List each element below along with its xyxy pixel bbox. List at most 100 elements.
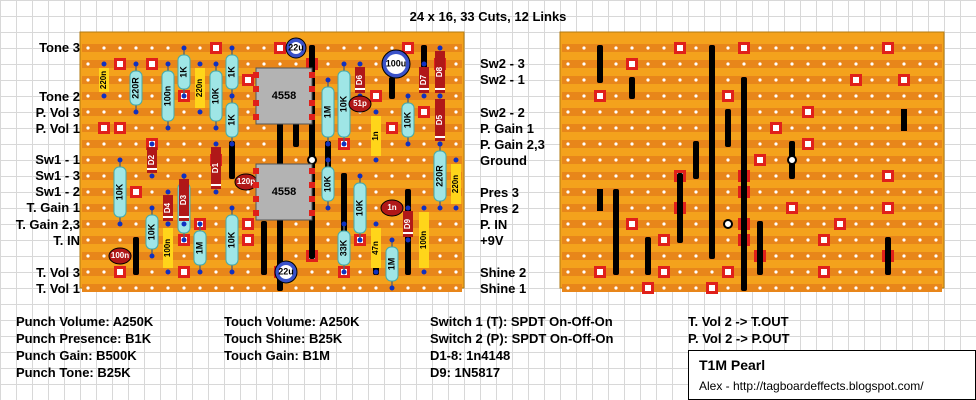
hole: [918, 62, 922, 66]
resistor-10k-6: [321, 166, 335, 202]
hole: [342, 46, 346, 50]
hole: [726, 254, 730, 258]
pot-punch-volume: Punch Volume: A250K: [16, 314, 154, 329]
diode-d1-band: [211, 184, 221, 186]
hole: [678, 62, 682, 66]
hole: [598, 174, 602, 178]
ic-4558-2-label: 4558: [272, 186, 296, 198]
cap-51p-1: [348, 95, 372, 113]
resistor-10k-2-pad: [117, 221, 123, 227]
hole: [454, 110, 458, 114]
hole: [630, 110, 634, 114]
hole: [438, 222, 442, 226]
hole: [326, 46, 330, 50]
hole: [678, 110, 682, 114]
diode-d3: [179, 179, 189, 221]
hole: [934, 222, 938, 226]
label-p-vol-1: P. Vol 1: [35, 121, 80, 136]
resistor-10k-1-pad: [213, 125, 219, 131]
diode-d4-pad: [165, 221, 171, 227]
hole: [918, 238, 922, 242]
hole: [694, 238, 698, 242]
hole: [390, 46, 394, 50]
hole: [806, 158, 810, 162]
hole: [934, 94, 938, 98]
diode-d5-pad: [437, 141, 443, 147]
cut-marker-inner: [821, 237, 827, 243]
hole: [774, 94, 778, 98]
hole: [870, 190, 874, 194]
hole: [822, 78, 826, 82]
hole: [790, 238, 794, 242]
hole: [662, 62, 666, 66]
hole: [806, 62, 810, 66]
component-side-strip: [82, 252, 462, 260]
hole: [630, 158, 634, 162]
hole: [646, 110, 650, 114]
cap-47n-1: [371, 228, 381, 268]
cut-marker-inner: [245, 77, 251, 83]
label-p-gain-2-3: P. Gain 2,3: [480, 137, 545, 152]
hole: [118, 142, 122, 146]
pot-punch-tone: Punch Tone: B25K: [16, 365, 131, 380]
hole: [870, 126, 874, 130]
hole: [918, 158, 922, 162]
hole: [582, 142, 586, 146]
hole: [854, 254, 858, 258]
hole: [838, 254, 842, 258]
hole: [614, 46, 618, 50]
cap-100n-1-pad: [165, 61, 171, 67]
hole: [822, 286, 826, 290]
hole: [822, 62, 826, 66]
hole: [598, 254, 602, 258]
hole: [662, 126, 666, 130]
hole: [662, 46, 666, 50]
cut-side-strip: [562, 268, 942, 276]
hole: [102, 174, 106, 178]
label-shine-1: Shine 1: [480, 281, 527, 296]
hole: [454, 254, 458, 258]
hole: [870, 78, 874, 82]
cut-marker-inner: [821, 269, 827, 275]
hole: [454, 286, 458, 290]
hole: [726, 174, 730, 178]
wire-link-reverse: [741, 77, 747, 291]
credit-text: Alex - http://tagboardeffects.blogspot.c…: [699, 379, 924, 393]
hole: [630, 254, 634, 258]
label-pres-3: Pres 3: [480, 185, 520, 200]
resistor-1k-3-label: 1K: [226, 114, 236, 126]
switch-2: Switch 2 (P): SPDT On-Off-On: [430, 331, 614, 346]
resistor-10k-3-label: 10K: [146, 223, 156, 240]
cut-marker-inner: [741, 45, 747, 51]
hole: [86, 222, 90, 226]
cap-220n-2-label: 220n: [195, 79, 204, 97]
resistor-10k-2-pad: [117, 157, 123, 163]
cap-22u-2-inner: [279, 265, 293, 279]
hole: [790, 286, 794, 290]
diode-d4-label: D4: [163, 202, 172, 213]
hole: [246, 270, 250, 274]
wire-link-reverse: [613, 189, 619, 275]
hole: [646, 126, 650, 130]
resistor-10k-7: [353, 182, 367, 234]
cut-marker-inner: [805, 141, 811, 147]
hole: [902, 190, 906, 194]
hole: [134, 206, 138, 210]
diode-d6-band: [355, 88, 365, 90]
hole: [838, 238, 842, 242]
hole: [694, 270, 698, 274]
resistor-1m-1-pad: [181, 237, 187, 243]
hole: [566, 286, 570, 290]
hole: [806, 270, 810, 274]
hole: [358, 286, 362, 290]
hole: [294, 158, 298, 162]
hole: [374, 206, 378, 210]
resistor-1m-4-pad: [389, 285, 395, 291]
component-side-strip: [82, 284, 462, 292]
resistor-1m-2-pad: [197, 221, 203, 227]
hole: [758, 286, 762, 290]
resistor-1k-2: [225, 54, 239, 90]
hole: [326, 62, 330, 66]
hole: [694, 286, 698, 290]
cut-side-strip: [562, 284, 942, 292]
